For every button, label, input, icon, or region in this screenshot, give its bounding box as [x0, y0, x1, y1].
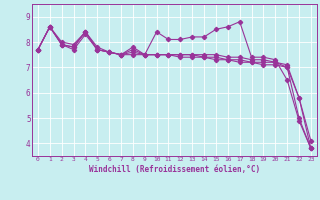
- X-axis label: Windchill (Refroidissement éolien,°C): Windchill (Refroidissement éolien,°C): [89, 165, 260, 174]
